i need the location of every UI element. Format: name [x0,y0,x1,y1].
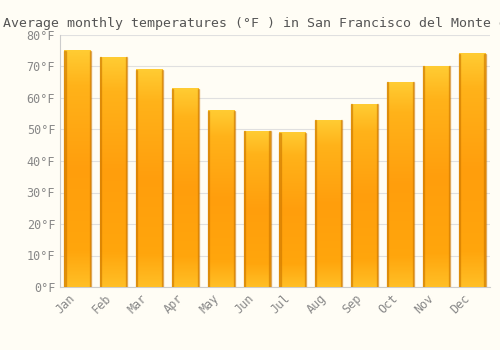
Title: Average monthly temperatures (°F ) in San Francisco del Monte de Oro: Average monthly temperatures (°F ) in Sa… [3,17,500,30]
Bar [136,70,137,287]
Bar [208,111,209,287]
Bar [423,66,424,287]
Bar [387,82,388,287]
Bar [90,51,92,287]
Bar [126,57,127,287]
Bar [341,120,342,287]
Bar [198,89,199,287]
Bar [162,70,163,287]
Bar [377,104,378,287]
Bar [172,89,173,287]
Bar [100,57,102,287]
Bar [484,54,486,287]
Bar [448,66,450,287]
Bar [413,82,414,287]
Bar [351,104,352,287]
Bar [458,54,460,287]
Bar [64,51,66,287]
